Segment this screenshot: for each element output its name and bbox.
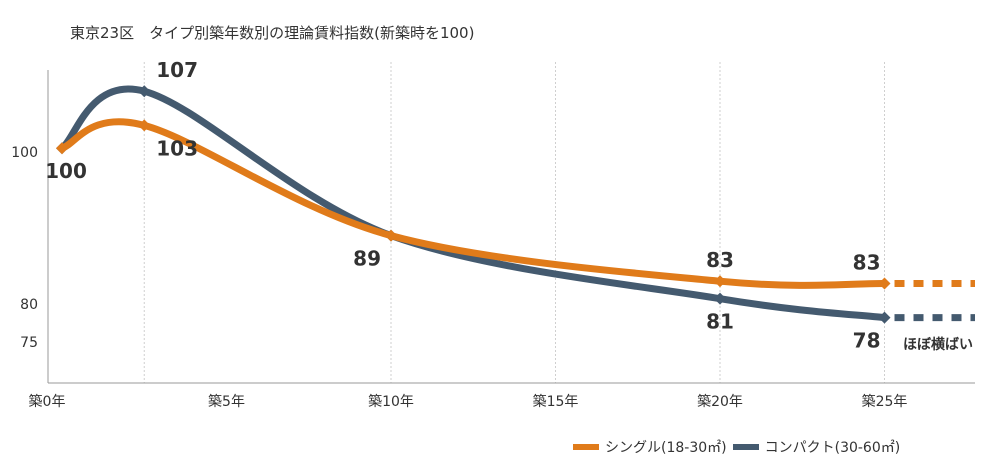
- data-point-single: [878, 277, 891, 290]
- data-point-compact: [714, 292, 726, 305]
- legend-item-single: シングル(18-30㎡): [573, 437, 727, 457]
- x-tick-label: 築5年: [208, 394, 245, 410]
- legend: シングル(18-30㎡) コンパクト(30-60㎡): [573, 437, 906, 457]
- data-label-single: 100: [45, 159, 87, 183]
- legend-swatch-single: [573, 444, 599, 450]
- data-point-compact: [138, 85, 151, 98]
- legend-item-compact: コンパクト(30-60㎡): [732, 437, 901, 457]
- x-tick-label: 築15年: [533, 394, 579, 410]
- data-label-single: 83: [706, 248, 734, 272]
- data-point-single: [56, 142, 68, 155]
- data-point-compact: [878, 311, 891, 324]
- x-tick-label: 築20年: [697, 394, 743, 410]
- chart-title: 東京23区 タイプ別築年数別の理論賃料指数(新築時を100): [70, 24, 475, 42]
- x-tick-label: 築0年: [29, 394, 66, 410]
- data-label-single: 83: [853, 250, 881, 274]
- data-point-single: [385, 229, 397, 242]
- legend-label-single: シングル(18-30㎡): [605, 440, 727, 456]
- data-label-compact: 81: [706, 310, 734, 334]
- data-point-single: [138, 119, 151, 132]
- legend-swatch-compact: [732, 444, 759, 450]
- y-tick-label: 80: [20, 297, 38, 313]
- data-label-compact: 78: [853, 329, 881, 353]
- data-point-single: [714, 275, 726, 288]
- x-tick-label: 築10年: [368, 394, 414, 410]
- series-line-single: [58, 118, 888, 289]
- y-tick-label: 100: [11, 145, 38, 161]
- data-label-compact: 107: [156, 58, 198, 82]
- data-label-single: 89: [353, 247, 381, 271]
- legend-label-compact: コンパクト(30-60㎡): [764, 440, 901, 456]
- x-tick-label: 築25年: [862, 394, 908, 410]
- y-tick-label: 75: [20, 335, 38, 351]
- annotation-text: ほぼ横ばい: [903, 336, 973, 353]
- data-label-single: 103: [156, 136, 198, 160]
